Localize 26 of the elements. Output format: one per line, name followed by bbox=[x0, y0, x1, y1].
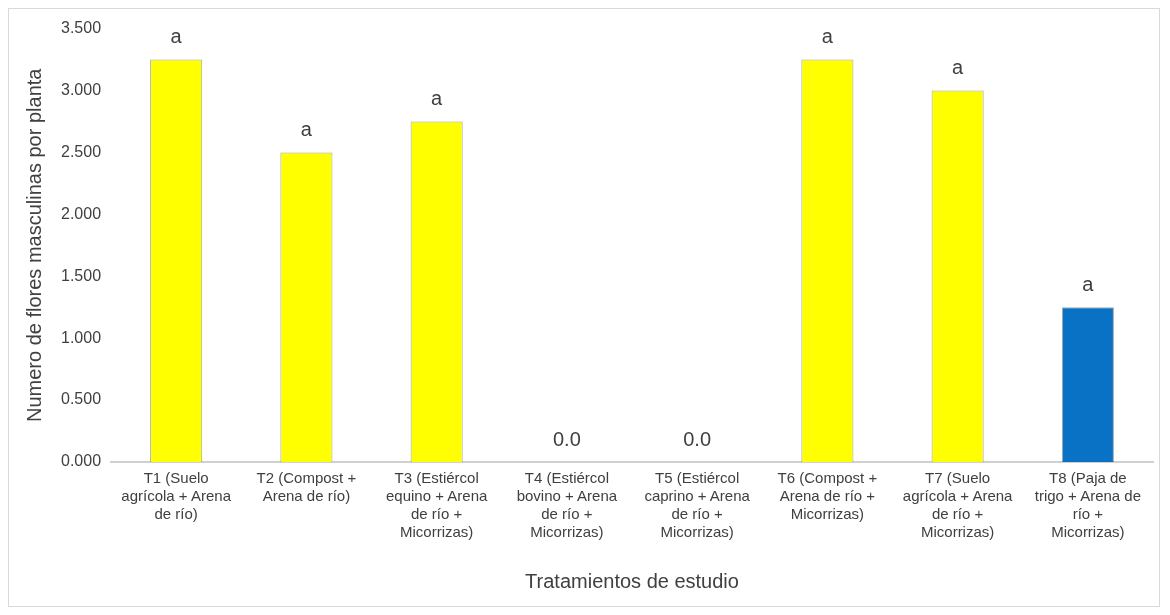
y-tick-label: 1.000 bbox=[60, 328, 102, 346]
data-label: a bbox=[1082, 272, 1095, 295]
y-tick-label: 2.500 bbox=[60, 142, 102, 160]
x-tick-label: T5 (Estiércol caprino + Arena de río + Micorrizas) bbox=[644, 469, 751, 541]
y-tick-label: 2.000 bbox=[60, 204, 102, 222]
data-label: a bbox=[300, 117, 313, 140]
x-tick-label: T4 (Estiércol bovino + Arena de río + Micorrizas) bbox=[516, 469, 618, 541]
y-tick-label: 1.500 bbox=[60, 266, 102, 284]
data-label: 0.0 bbox=[683, 427, 712, 450]
x-tick-label: T1 (Suelo agrícola + Arena de río) bbox=[121, 469, 232, 523]
x-tick-label: T7 (Suelo agrícola + Arena de río + Micorrizas) bbox=[902, 469, 1014, 541]
y-tick-label: 3.000 bbox=[60, 80, 102, 98]
x-tick-label: T2 (Compost + Arena de río) bbox=[256, 469, 357, 505]
data-label: a bbox=[821, 25, 834, 48]
y-tick-label: 3.500 bbox=[60, 19, 102, 37]
y-tick-label: 0.500 bbox=[60, 390, 102, 408]
x-tick-label: T8 (Paja de trigo + Arena de río + Micorrizas) bbox=[1034, 469, 1142, 541]
x-tick-label: T3 (Estiércol equino + Arena de río + Micorrizas) bbox=[385, 469, 488, 541]
y-axis-title: Numero de flores masculinas por planta bbox=[22, 67, 45, 423]
y-tick-label: 0.000 bbox=[60, 452, 102, 470]
x-tick-label: T6 (Compost + Arena de río + Micorrizas) bbox=[777, 469, 878, 523]
x-axis-title: Tratamientos de estudio bbox=[525, 569, 739, 592]
data-label: a bbox=[952, 56, 965, 79]
data-label: a bbox=[170, 25, 183, 48]
data-label: a bbox=[431, 86, 444, 109]
data-label: 0.0 bbox=[552, 427, 581, 450]
